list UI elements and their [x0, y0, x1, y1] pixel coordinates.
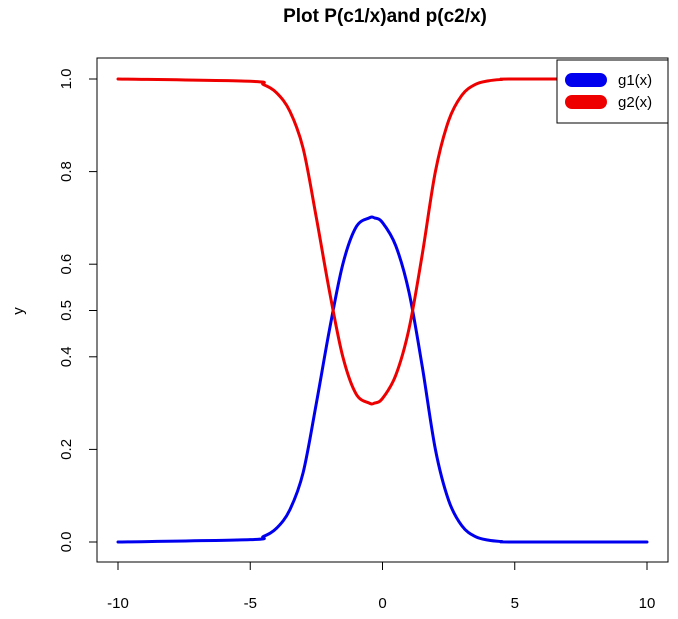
legend-items: g1(x) g2(x)	[565, 72, 652, 111]
x-tick-label: -10	[107, 595, 129, 612]
x-tick-label: 5	[511, 595, 519, 612]
plot-frame	[96, 57, 669, 563]
y-tick-label: 0.4	[58, 346, 75, 367]
legend-box	[556, 59, 669, 124]
series-layer	[116, 77, 649, 544]
y-axis-label: y	[10, 307, 27, 315]
chart-title: Plot P(c1/x)and p(c2/x)	[283, 6, 487, 27]
y-tick-label: 0.0	[58, 532, 75, 553]
legend: g1(x) g2(x)	[556, 59, 669, 124]
legend-label: g1(x)	[618, 72, 652, 89]
y-tick-label: 1.0	[58, 69, 75, 90]
legend-label: g2(x)	[618, 94, 652, 111]
y-tick-label: 0.8	[58, 161, 75, 182]
y-tick-label: 0.2	[58, 439, 75, 460]
y-tick-label: 0.5	[58, 300, 75, 321]
x-tick-label: -5	[244, 595, 257, 612]
x-axis: -10 -5 0 5 10	[107, 561, 656, 612]
y-axis: 0.0 0.2 0.4 0.5 0.6 0.8 1.0	[58, 69, 98, 553]
series-line-2	[116, 77, 649, 406]
x-tick-label: 0	[378, 595, 386, 612]
y-tick-label: 0.6	[58, 254, 75, 275]
x-tick-label: 10	[639, 595, 656, 612]
series-line-1	[116, 215, 649, 544]
